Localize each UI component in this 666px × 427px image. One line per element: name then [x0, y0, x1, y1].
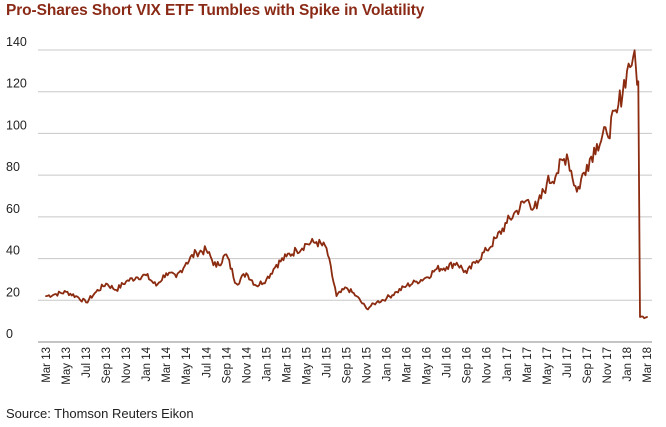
x-axis-ticks: Mar 13 May 13 Jul 13 Sep 13 Nov 13 Jan 14 Mar …: [41, 346, 654, 384]
gridlines: [38, 49, 652, 301]
x-tick-label: Jan 17: [502, 347, 514, 382]
x-tick-label: Sep 17: [582, 347, 594, 383]
x-tick-label: Jan 14: [141, 346, 153, 381]
y-tick-label: 80: [6, 160, 20, 174]
x-tick-label: Nov 16: [482, 347, 494, 383]
x-tick-label: Mar 13: [41, 347, 53, 383]
x-tick-label: Jan 18: [622, 347, 634, 382]
y-tick-label: 20: [6, 285, 20, 299]
x-tick-label: Sep 15: [342, 347, 354, 383]
x-tick-label: May 13: [61, 347, 73, 385]
y-tick-label: 140: [6, 35, 27, 49]
y-tick-label: 0: [6, 327, 13, 341]
x-tick-label: Nov 13: [121, 347, 133, 383]
y-tick-label: 60: [6, 202, 20, 216]
y-tick-label: 120: [6, 77, 27, 91]
series-line: [45, 49, 648, 320]
x-tick-label: Mar 14: [161, 346, 173, 382]
x-tick-label: Jul 14: [201, 346, 213, 377]
line-chart: 0 20 40 60 80 100 120 140 Mar 13 May 13 Jul 13 Sep…: [6, 35, 654, 385]
x-tick-label: Mar 16: [402, 347, 414, 383]
chart-source: Source: Thomson Reuters Eikon: [6, 406, 194, 421]
y-tick-label: 40: [6, 244, 20, 258]
x-tick-label: Jul 16: [442, 347, 454, 378]
y-tick-label: 100: [6, 118, 27, 132]
x-tick-label: May 14: [181, 346, 193, 384]
x-tick-label: Nov 14: [241, 346, 253, 383]
x-tick-label: Mar 15: [281, 347, 293, 383]
x-tick-label: Jan 16: [382, 347, 394, 382]
x-tick-label: Sep 16: [462, 347, 474, 383]
x-tick-label: Nov 17: [602, 347, 614, 383]
x-tick-label: Jul 17: [562, 347, 574, 378]
x-tick-label: May 17: [542, 347, 554, 385]
x-tick-label: Jul 15: [321, 347, 333, 378]
x-tick-label: Jul 13: [81, 347, 93, 378]
x-tick-label: Jan 15: [261, 347, 273, 382]
x-tick-label: May 16: [422, 347, 434, 385]
x-tick-label: Mar 18: [642, 347, 654, 383]
x-tick-label: May 15: [301, 347, 313, 385]
x-tick-label: Mar 17: [522, 347, 534, 383]
y-axis-ticks: 0 20 40 60 80 100 120 140: [6, 35, 27, 341]
chart-title: Pro-Shares Short VIX ETF Tumbles with Sp…: [6, 2, 425, 19]
x-tick-label: Nov 15: [362, 347, 374, 383]
x-tick-label: Sep 14: [221, 346, 233, 383]
x-tick-label: Sep 13: [101, 347, 113, 383]
